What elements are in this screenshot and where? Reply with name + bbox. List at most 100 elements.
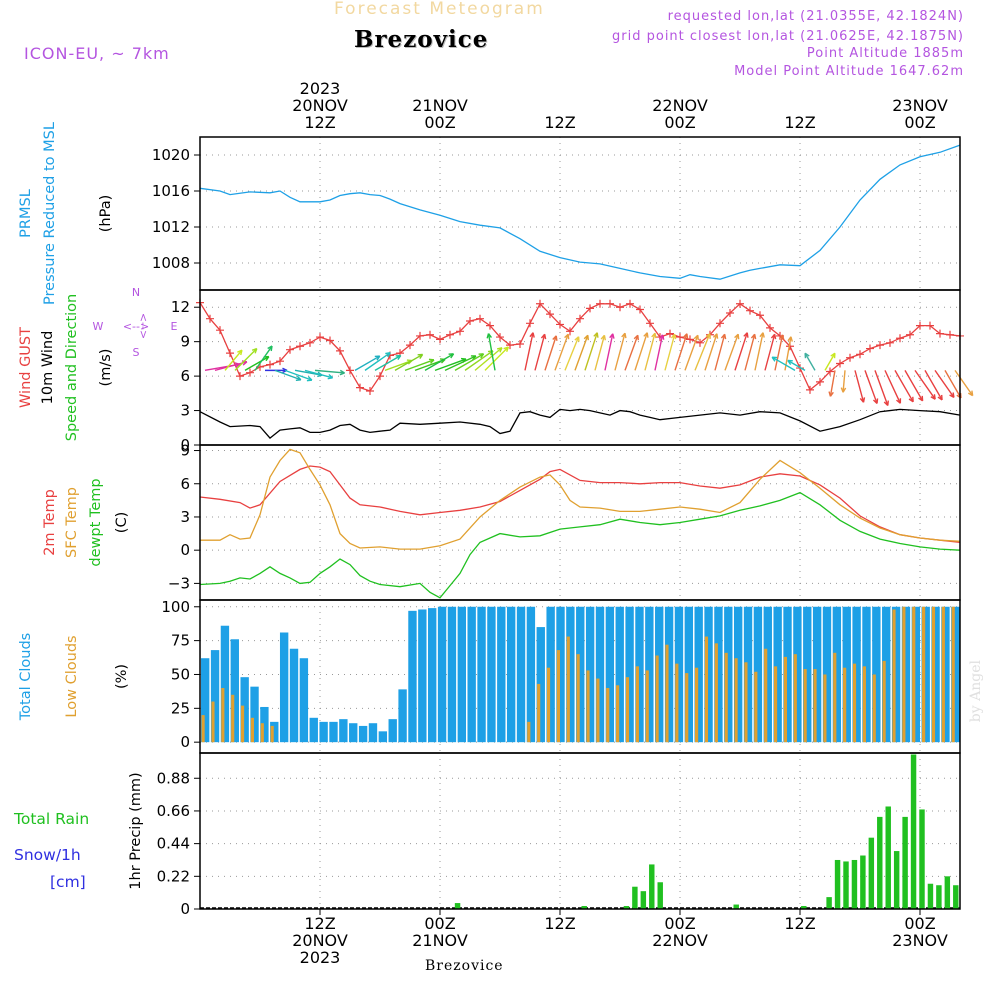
wind-axis-label: (m/s) (98, 349, 114, 387)
low-clouds-bar (754, 671, 758, 743)
wind-arrow (704, 333, 718, 371)
y-tick-label: 0.44 (157, 835, 190, 853)
gust-marker (936, 329, 944, 338)
gust-marker (516, 339, 524, 348)
total-clouds-bar (260, 706, 269, 743)
wind-arrowhead (743, 332, 749, 338)
total-clouds-bar (951, 606, 960, 743)
gust-marker (556, 320, 564, 329)
bottom-time-label: 23NOV (892, 931, 948, 950)
precip-bar (893, 851, 900, 909)
gust-marker (276, 357, 284, 366)
wind-arrow (374, 354, 402, 371)
top-time-label: 22NOV (652, 96, 708, 115)
gust-marker (306, 338, 314, 347)
total-clouds-bar (822, 606, 832, 743)
wind-arrow (594, 335, 606, 371)
precipitation-panel-frame (199, 752, 961, 910)
total-clouds-bar (220, 625, 230, 743)
low-clouds-bar (240, 705, 245, 743)
total-clouds-bar (793, 606, 802, 743)
wind-arrow (934, 369, 955, 398)
gust-marker (346, 366, 354, 375)
total-clouds-bar (428, 608, 437, 743)
gust-marker (606, 299, 614, 308)
wind-arrow (244, 356, 270, 371)
wind-arrowhead (658, 334, 665, 340)
low-clouds-bar (872, 674, 876, 743)
temperature-axis-label: (C) (114, 512, 130, 533)
low-clouds-bar (645, 670, 649, 743)
compass-south: S (133, 346, 140, 359)
wind-arrowhead (593, 332, 599, 338)
total-clouds-bar (388, 719, 397, 743)
wind-arrowhead (949, 392, 955, 399)
total-clouds-bar (378, 731, 388, 743)
wind-arrowhead (295, 375, 302, 381)
wind-arrow (884, 370, 901, 404)
low-clouds-bar (764, 648, 768, 743)
compass-arrows-horizontal: <--> (123, 320, 149, 333)
total-clouds-bar (803, 606, 812, 743)
total-clouds-bar (546, 606, 555, 743)
total-clouds-bar (694, 606, 703, 743)
wind-arrowhead (872, 398, 879, 404)
y-tick-label: 0.88 (157, 769, 190, 787)
total-clouds-bar (714, 606, 723, 743)
total-clouds-bar (625, 606, 634, 743)
y-tick-label: 0.66 (157, 802, 190, 820)
precip-bar (885, 806, 891, 909)
wind-arrowhead (778, 334, 785, 340)
wind-arrow (604, 333, 614, 371)
total-clouds-bar (279, 632, 289, 743)
total-clouds-bar (852, 606, 861, 743)
wind-panel-frame (199, 289, 961, 446)
gust-marker (316, 333, 324, 342)
gust-marker (546, 310, 554, 319)
precip-bar (801, 906, 807, 909)
wind-arrowhead (633, 334, 639, 341)
wind-arrowhead (486, 333, 492, 339)
total-clouds-bar (329, 721, 338, 743)
gust-marker (696, 338, 704, 347)
gust-marker (926, 321, 934, 330)
y-tick-label: 0 (180, 900, 190, 918)
station-name: Brezovice (354, 26, 489, 53)
precip-side-label: Total Rain (13, 810, 89, 828)
wind-arrow (434, 358, 467, 372)
precip-bar (944, 876, 951, 909)
wind-arrow (774, 334, 784, 371)
precip-bar (843, 861, 849, 909)
total-clouds-bar (753, 606, 763, 743)
wind-arrowhead (804, 352, 810, 359)
wind-arrowhead (918, 395, 924, 402)
wind-arrowhead (417, 353, 424, 359)
gust-marker (446, 330, 454, 339)
footer-station-name: Brezovice (425, 958, 504, 974)
wind-arrow (904, 370, 924, 402)
total-clouds-bar (733, 606, 743, 743)
y-tick-label: 0 (180, 541, 190, 559)
wind-arrowhead (787, 359, 793, 365)
total-clouds-bar (763, 606, 772, 743)
total-clouds-bar (872, 606, 881, 743)
low-clouds-bar (734, 658, 738, 743)
total-clouds-bar (842, 606, 851, 743)
wind-arrowhead (937, 394, 943, 401)
precip-side-label: Snow/1h (14, 846, 81, 864)
chart-title: Forecast Meteogram (334, 0, 545, 19)
wind-arrowhead (564, 333, 570, 340)
wind-arrowhead (693, 334, 699, 341)
wind-arrow (944, 370, 962, 399)
total-clouds-bar (921, 606, 930, 743)
total-clouds-bar (704, 606, 713, 743)
wind-arrowhead (529, 332, 535, 338)
gust-marker (436, 335, 444, 344)
low-clouds-bar (566, 636, 570, 743)
gust-marker (466, 317, 474, 325)
total-clouds-bar (349, 723, 358, 743)
low-clouds-bar (606, 688, 610, 743)
total-clouds-bar (832, 606, 842, 743)
wind-arrow (554, 333, 569, 371)
wind-arrowhead (859, 397, 866, 403)
